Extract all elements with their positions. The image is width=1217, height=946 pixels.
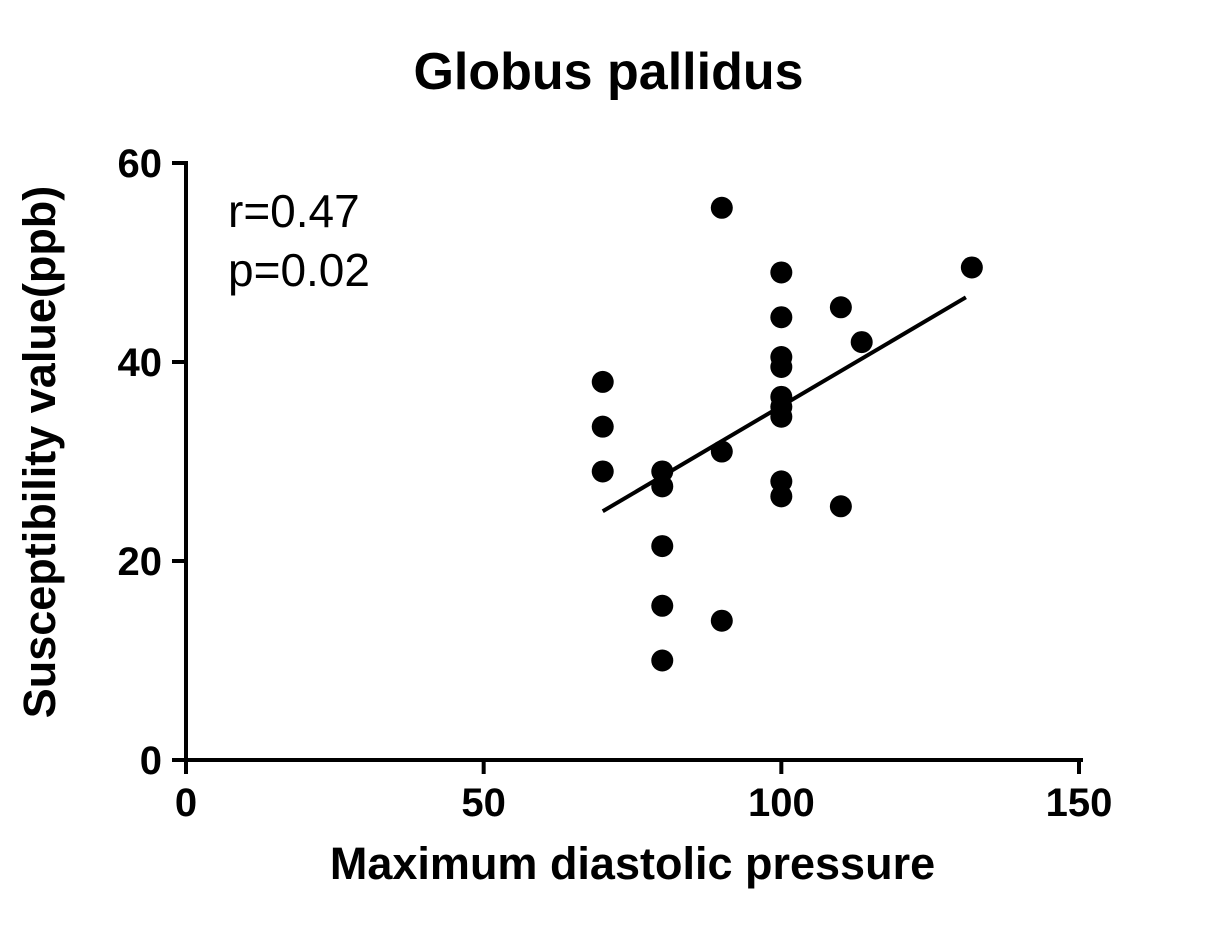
x-tick-label: 150 xyxy=(1046,781,1113,825)
y-tick-label: 20 xyxy=(118,540,163,584)
x-tick-label: 50 xyxy=(461,781,506,825)
data-point xyxy=(960,256,983,279)
data-point xyxy=(591,460,614,483)
data-point xyxy=(770,355,793,378)
data-point xyxy=(829,296,852,319)
data-point xyxy=(770,485,793,508)
x-axis-label: Maximum diastolic pressure xyxy=(329,838,936,889)
data-point xyxy=(710,440,733,463)
x-tick-label: 100 xyxy=(748,781,815,825)
stats-r-value: r=0.47 xyxy=(228,185,360,237)
data-point xyxy=(651,475,674,498)
data-point xyxy=(850,331,873,354)
chart-title: Globus pallidus xyxy=(413,43,804,101)
x-tick-label: 0 xyxy=(175,781,197,825)
data-point xyxy=(591,415,614,438)
data-point xyxy=(770,405,793,428)
data-point xyxy=(770,261,793,284)
y-tick-label: 40 xyxy=(118,341,163,385)
data-point xyxy=(710,196,733,219)
y-tick-label: 60 xyxy=(118,142,163,186)
stats-annotation: r=0.47 p=0.02 xyxy=(228,182,370,300)
stats-p-value: p=0.02 xyxy=(228,243,370,296)
y-tick-label: 0 xyxy=(140,739,162,783)
y-axis-label: Susceptibility value(ppb) xyxy=(14,185,65,719)
data-point xyxy=(770,306,793,329)
data-point xyxy=(710,609,733,632)
data-point xyxy=(651,594,674,617)
data-point xyxy=(591,370,614,393)
data-point xyxy=(651,535,674,558)
data-point xyxy=(651,649,674,672)
data-point xyxy=(829,495,852,518)
